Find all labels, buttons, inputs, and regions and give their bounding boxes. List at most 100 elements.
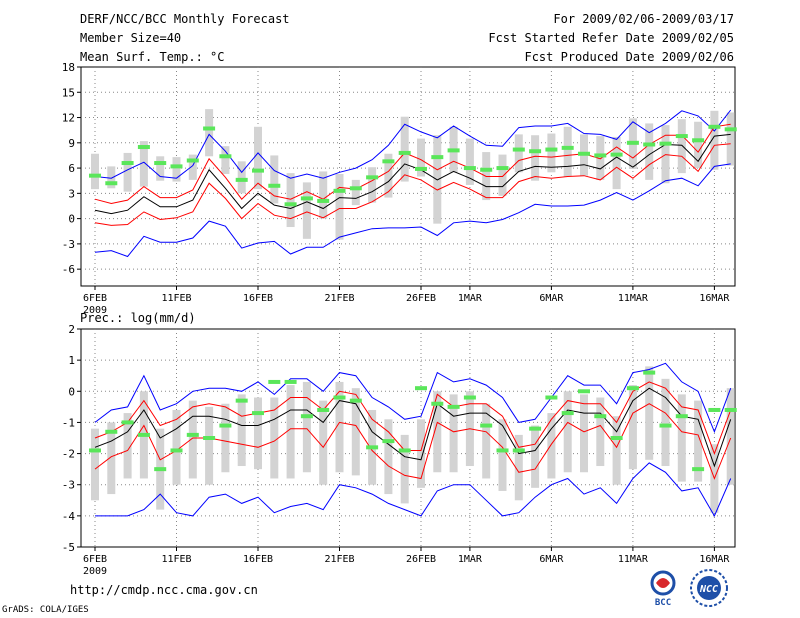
prec-median-marker	[692, 467, 705, 472]
prec-median-marker	[154, 467, 167, 472]
chart-title: DERF/NCC/BCC Monthly Forecast	[80, 12, 290, 26]
prec-median-marker	[512, 448, 525, 453]
prec-median-marker	[463, 395, 476, 400]
fcst-produced-date: Fcst Produced Date 2009/02/06	[524, 50, 734, 64]
prec-ytick-label: -3	[62, 479, 75, 492]
temp-median-marker	[643, 142, 656, 147]
prec-spread-box	[726, 388, 735, 485]
temp-spread-box	[286, 173, 295, 228]
temp-median-marker	[333, 188, 346, 193]
prec-median-marker	[675, 414, 688, 419]
temp-spread-box	[107, 166, 116, 189]
ncc-logo-text: NCC	[699, 584, 718, 595]
temp-median-marker	[675, 134, 688, 139]
temp-median-marker	[561, 145, 574, 150]
prec-year-label: 2009	[83, 566, 107, 577]
temp-median-marker	[366, 175, 379, 180]
prec-spread-box	[417, 419, 425, 488]
temp-xtick-label: 16MAR	[699, 293, 730, 304]
temp-median-marker	[284, 202, 297, 207]
temp-min-line	[94, 109, 732, 179]
temp-spread-box	[237, 161, 246, 194]
temp-ytick-label: 15	[62, 86, 75, 99]
prec-max-line	[94, 362, 732, 434]
prec-spread-box	[580, 394, 588, 473]
temp-spread-box	[91, 153, 99, 190]
temp-spread-box	[384, 153, 393, 198]
prec-median-marker	[317, 407, 330, 412]
temp-ytick-label: -3	[62, 238, 75, 251]
prec-median-marker	[594, 414, 607, 419]
prec-spread-box	[205, 406, 214, 485]
prec-median-marker	[89, 448, 101, 453]
temp-median-marker	[431, 155, 444, 160]
temp-xtick-label: 1MAR	[458, 293, 483, 304]
prec-plot-frame	[80, 328, 736, 548]
temp-median-marker	[252, 168, 264, 173]
prec-ytick-label: -4	[62, 510, 76, 523]
temp-median-marker	[545, 147, 558, 152]
prec-spread-box	[596, 397, 605, 467]
temp-ytick-label: 9	[68, 137, 75, 150]
temp-median-marker	[659, 141, 672, 146]
temp-spread-box	[645, 123, 654, 180]
temp-median-marker	[447, 148, 460, 153]
prec-median-marker	[398, 448, 411, 453]
fcst-started-date: Fcst Started Refer Date 2009/02/05	[488, 31, 734, 45]
prec-spread-box	[547, 413, 556, 479]
temp-median-marker	[382, 159, 395, 164]
temp-median-marker	[529, 149, 542, 154]
temp-xtick-label: 6FEB	[83, 293, 107, 304]
prec-spread-box	[123, 413, 132, 479]
temp-year-label: 2009	[83, 305, 107, 316]
prec-lower-line	[94, 403, 732, 480]
prec-median-marker	[447, 404, 460, 409]
source-url[interactable]: http://cmdp.ncc.cma.gov.cn	[70, 583, 258, 597]
temp-spread-box	[351, 179, 360, 206]
temp-median-marker	[626, 140, 639, 145]
temp-xtick-label: 21FEB	[324, 293, 354, 304]
temp-median-marker	[594, 153, 607, 158]
grads-credit: GrADS: COLA/IGES	[2, 605, 89, 615]
prec-spread-box	[628, 385, 637, 470]
prec-xtick-label: 16FEB	[243, 554, 273, 565]
temp-median-marker	[480, 167, 493, 172]
prec-median-marker	[480, 423, 493, 428]
prec-xtick-label: 16MAR	[699, 554, 730, 565]
prec-spread-box	[254, 397, 262, 470]
temp-spread-box	[319, 171, 328, 219]
temp-ytick-label: 18	[62, 61, 75, 74]
prec-median-marker	[349, 398, 362, 403]
prec-spread-box	[351, 388, 360, 476]
prec-median-marker	[252, 411, 264, 416]
prec-xtick-label: 6MAR	[539, 554, 564, 565]
prec-median-marker	[268, 379, 281, 384]
temp-median-marker	[170, 164, 183, 169]
temp-median-marker	[610, 152, 623, 157]
prec-spread-box	[661, 378, 670, 467]
temp-spread-box	[547, 133, 556, 173]
prec-median-marker	[333, 395, 346, 400]
prec-median-marker	[529, 426, 542, 431]
prec-spread-box	[107, 422, 116, 495]
temp-max-line	[94, 163, 731, 258]
prec-spread-box	[270, 397, 279, 479]
temp-spread-box	[302, 182, 311, 239]
temp-spread-box	[596, 136, 605, 180]
prec-min-line	[95, 462, 732, 518]
prec-median-marker	[561, 411, 574, 416]
temp-ytick-label: 3	[68, 187, 75, 200]
prec-ytick-label: 0	[68, 385, 75, 398]
temp-ytick-label: 6	[68, 162, 75, 175]
temp-spread-box	[205, 109, 214, 157]
prec-median-marker	[137, 432, 150, 437]
prec-median-marker	[431, 401, 444, 406]
temp-median-marker	[137, 145, 150, 150]
member-size: Member Size=40	[80, 31, 182, 45]
prec-median-marker	[659, 423, 672, 428]
prec-spread-box	[172, 409, 181, 485]
prec-upper-line	[94, 381, 732, 456]
temp-spread-box	[498, 154, 507, 196]
temp-median-marker	[708, 124, 721, 129]
temp-plot-frame	[80, 66, 736, 287]
